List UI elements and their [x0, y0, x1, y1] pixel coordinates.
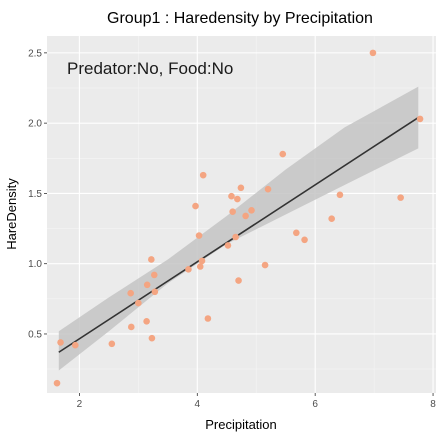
y-tick-label: 1.0 [28, 259, 42, 270]
data-point [397, 194, 404, 201]
data-point [232, 233, 239, 241]
data-point [135, 299, 142, 307]
data-point [328, 215, 335, 223]
data-point [242, 212, 249, 220]
data-point [148, 334, 156, 342]
data-point [279, 150, 287, 158]
x-tick-label: 4 [195, 399, 201, 410]
data-point [261, 261, 269, 269]
data-point [228, 192, 235, 200]
data-point [369, 49, 377, 57]
data-point [204, 315, 212, 322]
data-points [53, 49, 424, 387]
data-point [195, 232, 203, 239]
data-point [53, 379, 61, 387]
y-axis-title: HareDensity [4, 178, 19, 250]
chart-annotation: Predator:No, Food:No [67, 59, 233, 78]
data-point [229, 208, 236, 215]
regression-line [58, 116, 419, 353]
data-point [248, 206, 255, 214]
y-axis-ticks: 0.5 1.0 1.5 2.0 2.5 [28, 48, 47, 340]
y-tick-label: 0.5 [28, 329, 42, 340]
data-point [148, 256, 155, 263]
data-point [198, 257, 206, 265]
data-point [108, 340, 116, 348]
x-tick-label: 6 [312, 399, 318, 410]
data-point [224, 242, 232, 249]
data-point [234, 195, 241, 203]
data-point [143, 281, 151, 289]
x-axis-title: Precipitation [205, 417, 277, 432]
x-axis-ticks: 2 4 6 8 [77, 393, 436, 410]
data-point [199, 171, 207, 179]
data-point [150, 271, 158, 279]
confidence-band [58, 86, 419, 371]
data-point [237, 184, 245, 192]
data-point [293, 229, 300, 237]
y-tick-label: 1.5 [28, 189, 42, 200]
grid-lines [47, 36, 436, 393]
data-point [301, 236, 308, 244]
data-point [57, 339, 64, 346]
x-tick-label: 2 [77, 399, 83, 410]
data-point [192, 202, 199, 210]
data-point [71, 341, 79, 349]
data-point [196, 263, 204, 270]
y-tick-label: 2.5 [28, 48, 42, 59]
data-point [336, 191, 344, 199]
data-point [264, 185, 272, 193]
data-point [143, 318, 150, 325]
y-tick-label: 2.0 [28, 119, 42, 130]
data-point [127, 323, 135, 331]
data-point [127, 289, 134, 297]
confidence-band-layer [58, 86, 419, 371]
data-point [235, 277, 242, 284]
data-point [416, 115, 424, 123]
chart-title: Group1 : Haredensity by Precipitation [107, 10, 373, 27]
fit-line-layer [58, 116, 419, 353]
data-point [151, 288, 159, 296]
x-tick-label: 8 [430, 399, 436, 410]
data-point [185, 266, 192, 273]
